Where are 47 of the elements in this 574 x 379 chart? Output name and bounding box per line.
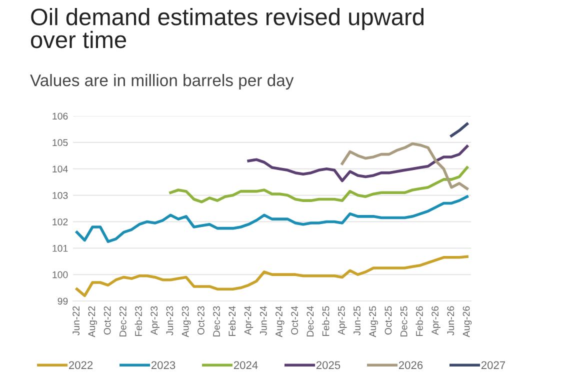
- y-tick-label: 106: [52, 112, 68, 120]
- legend-label: 2026: [398, 361, 423, 370]
- y-tick-label: 100: [52, 271, 68, 278]
- x-tick-label: Feb-23: [134, 306, 142, 336]
- x-tick-label: Aug-25: [369, 306, 378, 338]
- legend-label: 2024: [234, 361, 258, 370]
- x-tick-label: Aug-26: [462, 306, 472, 338]
- x-tick-label: Apr-25: [338, 306, 347, 336]
- x-tick-label: Dec-24: [306, 306, 314, 336]
- x-tick-label: Feb-26: [416, 306, 423, 336]
- legend-label: 2027: [481, 361, 506, 370]
- x-tick-label: Oct-24: [291, 306, 298, 335]
- legend-label: 2022: [68, 361, 93, 370]
- x-tick-label: Oct-23: [197, 306, 204, 335]
- x-tick-label: Apr-24: [244, 306, 254, 336]
- y-tick-label: 105: [52, 139, 68, 146]
- x-tick-label: Aug-23: [182, 306, 191, 338]
- y-tick-label: 102: [52, 218, 68, 226]
- x-tick-label: Jun-25: [354, 306, 360, 336]
- legend-label: 2025: [316, 361, 340, 370]
- x-tick-label: Dec-22: [119, 306, 126, 336]
- x-tick-label: Dec-23: [213, 306, 220, 336]
- x-tick-label: Jun-23: [166, 306, 174, 336]
- x-tick-label: Aug-24: [276, 306, 284, 338]
- x-tick-label: Jun-22: [72, 306, 80, 336]
- line-series: [76, 255, 468, 298]
- line-series: [247, 145, 468, 182]
- legend-label: 2023: [151, 361, 176, 370]
- line-series: [340, 142, 468, 190]
- x-tick-label: Apr-23: [150, 306, 160, 336]
- y-tick-label: 103: [52, 192, 68, 199]
- x-tick-label: Jun-26: [447, 306, 454, 336]
- x-tick-label: Apr-26: [432, 306, 440, 336]
- x-tick-label: Oct-22: [104, 306, 111, 335]
- x-tick-label: Jun-24: [260, 306, 267, 336]
- y-tick-label: 99: [58, 298, 68, 305]
- x-tick-label: Oct-25: [384, 306, 392, 335]
- line-series: [169, 166, 468, 204]
- x-tick-label: Feb-24: [228, 306, 236, 336]
- x-tick-label: Feb-25: [322, 306, 330, 336]
- chart-subtitle: Values are in million barrels per day: [30, 74, 294, 90]
- x-tick-label: Dec-25: [400, 306, 408, 336]
- chart-title: Oil demand estimates revised upward over time: [30, 8, 424, 48]
- x-tick-label: Aug-22: [88, 306, 98, 338]
- line-series: [76, 195, 468, 243]
- y-tick-label: 104: [52, 166, 68, 172]
- y-tick-label: 101: [52, 244, 68, 252]
